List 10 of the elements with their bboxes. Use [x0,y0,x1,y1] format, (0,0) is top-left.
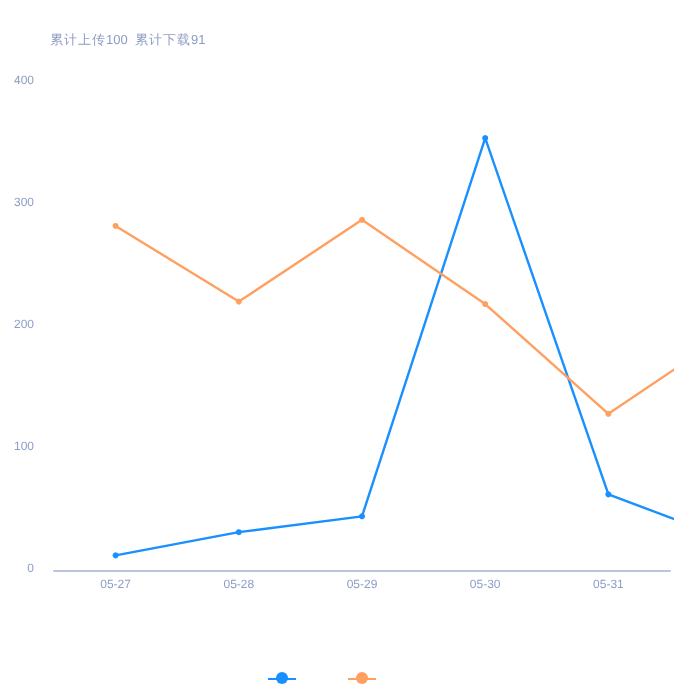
point [235,298,242,305]
point [482,301,489,308]
point [112,222,119,229]
point [235,529,242,536]
point [359,513,365,520]
point [112,552,119,559]
point [359,216,365,223]
point [482,135,489,142]
point [605,410,612,417]
point [605,491,612,498]
